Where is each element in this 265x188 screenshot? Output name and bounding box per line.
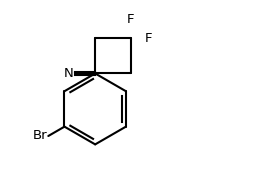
Text: Br: Br: [33, 130, 47, 143]
Text: F: F: [127, 13, 134, 26]
Text: F: F: [145, 32, 152, 45]
Text: N: N: [63, 67, 73, 80]
